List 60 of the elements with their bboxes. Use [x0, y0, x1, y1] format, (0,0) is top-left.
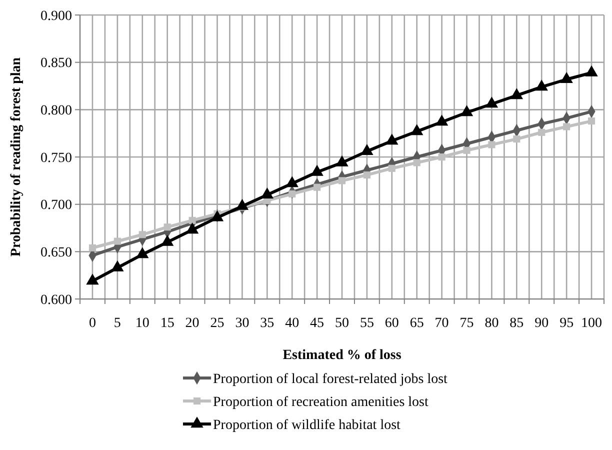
x-tick-label: 20 — [185, 316, 200, 331]
x-tick-label: 50 — [335, 316, 349, 331]
y-axis-title: Probability of reading forest plan — [9, 57, 24, 257]
point — [488, 141, 496, 148]
point — [388, 164, 396, 172]
point — [88, 244, 96, 252]
x-axis-title: Estimated % of loss — [282, 348, 402, 363]
point — [386, 134, 398, 145]
y-tick-label: 0.850 — [40, 56, 72, 72]
x-tick-label: 60 — [384, 316, 399, 331]
point — [588, 117, 596, 125]
point — [114, 238, 121, 245]
x-tick-label: 95 — [560, 316, 574, 331]
y-tick-label: 0.650 — [40, 246, 72, 261]
legend-label: Proportion of local forest-related jobs lost — [213, 372, 448, 387]
point — [538, 128, 546, 136]
y-tick-label: 0.900 — [40, 8, 72, 24]
x-tick-label: 70 — [434, 316, 449, 331]
x-tick-label: 100 — [581, 316, 602, 331]
point — [560, 72, 573, 84]
x-tick-label: 55 — [360, 316, 374, 331]
y-tick-label: 0.700 — [40, 198, 72, 214]
y-tick-label: 0.750 — [40, 150, 72, 166]
x-tick-label: 15 — [160, 316, 174, 331]
point — [314, 184, 321, 191]
point — [288, 190, 296, 198]
x-tick-label: 80 — [484, 316, 499, 331]
point — [188, 216, 196, 224]
point — [438, 153, 446, 161]
x-tick-label: 90 — [534, 316, 549, 331]
y-tick-label: 0.600 — [40, 292, 72, 308]
legend-label: Proportion of recreation amenities lost — [213, 394, 428, 410]
x-tick-label: 40 — [285, 316, 300, 331]
x-tick-label: 5 — [114, 316, 121, 331]
point — [510, 88, 524, 100]
point — [435, 114, 448, 126]
x-tick-label: 25 — [210, 316, 224, 331]
point — [460, 105, 474, 116]
point — [585, 65, 598, 76]
x-tick-label: 45 — [310, 316, 324, 331]
x-tick-label: 10 — [135, 316, 150, 331]
point — [413, 159, 420, 166]
x-tick-label: 75 — [460, 316, 474, 331]
point — [410, 124, 424, 136]
point — [535, 80, 548, 91]
x-tick-label: 0 — [88, 316, 96, 331]
x-tick-label: 35 — [260, 316, 274, 331]
x-tick-label: 30 — [235, 316, 250, 331]
legend-label: Proportion of wildlife habitat lost — [213, 418, 401, 433]
point — [563, 123, 570, 130]
point — [513, 135, 520, 143]
point — [485, 96, 498, 108]
point — [463, 146, 470, 154]
point — [138, 231, 146, 238]
point — [164, 224, 171, 231]
point — [363, 171, 370, 179]
point — [338, 177, 346, 184]
x-tick-label: 85 — [510, 316, 524, 331]
y-tick-label: 0.800 — [40, 104, 72, 119]
x-tick-label: 65 — [410, 316, 424, 331]
